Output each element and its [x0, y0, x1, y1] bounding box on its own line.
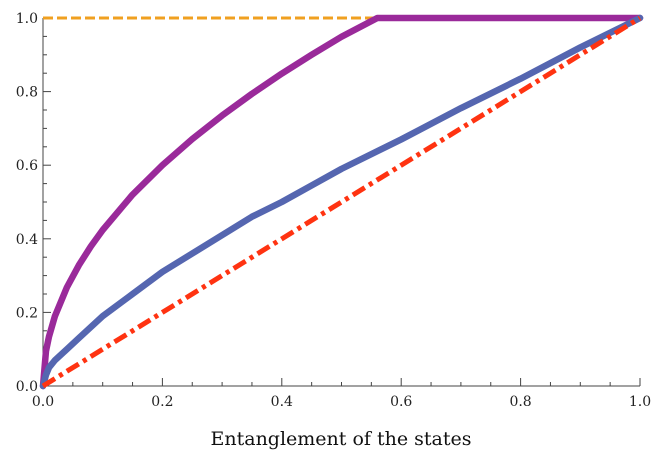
- x-tick-label: 0.2: [151, 394, 173, 410]
- x-tick-label: 0.8: [509, 394, 531, 410]
- series-line-3: [39, 14, 644, 390]
- x-axis-title: Entanglement of the states: [211, 428, 472, 450]
- series-line-2: [39, 14, 644, 390]
- x-tick-label: 0.4: [271, 394, 293, 410]
- series-line-4: [41, 15, 642, 389]
- y-tick-label: 1.0: [16, 11, 38, 27]
- y-tick-label: 0.0: [16, 379, 38, 395]
- x-tick-label: 0.6: [390, 394, 412, 410]
- tick-labels: 0.0 0.2 0.4 0.6 0.8 1.0 0.0 0.2 0.4 0.6 0.8 1.0: [16, 11, 651, 410]
- axes: [42, 17, 641, 387]
- x-tick-label: 0.0: [32, 394, 54, 410]
- series-layer: [39, 14, 644, 390]
- y-tick-label: 0.6: [16, 158, 38, 174]
- y-tick-label: 0.8: [16, 85, 38, 101]
- y-tick-label: 0.2: [16, 305, 38, 321]
- x-tick-label: 1.0: [629, 394, 651, 410]
- y-tick-label: 0.4: [16, 232, 38, 248]
